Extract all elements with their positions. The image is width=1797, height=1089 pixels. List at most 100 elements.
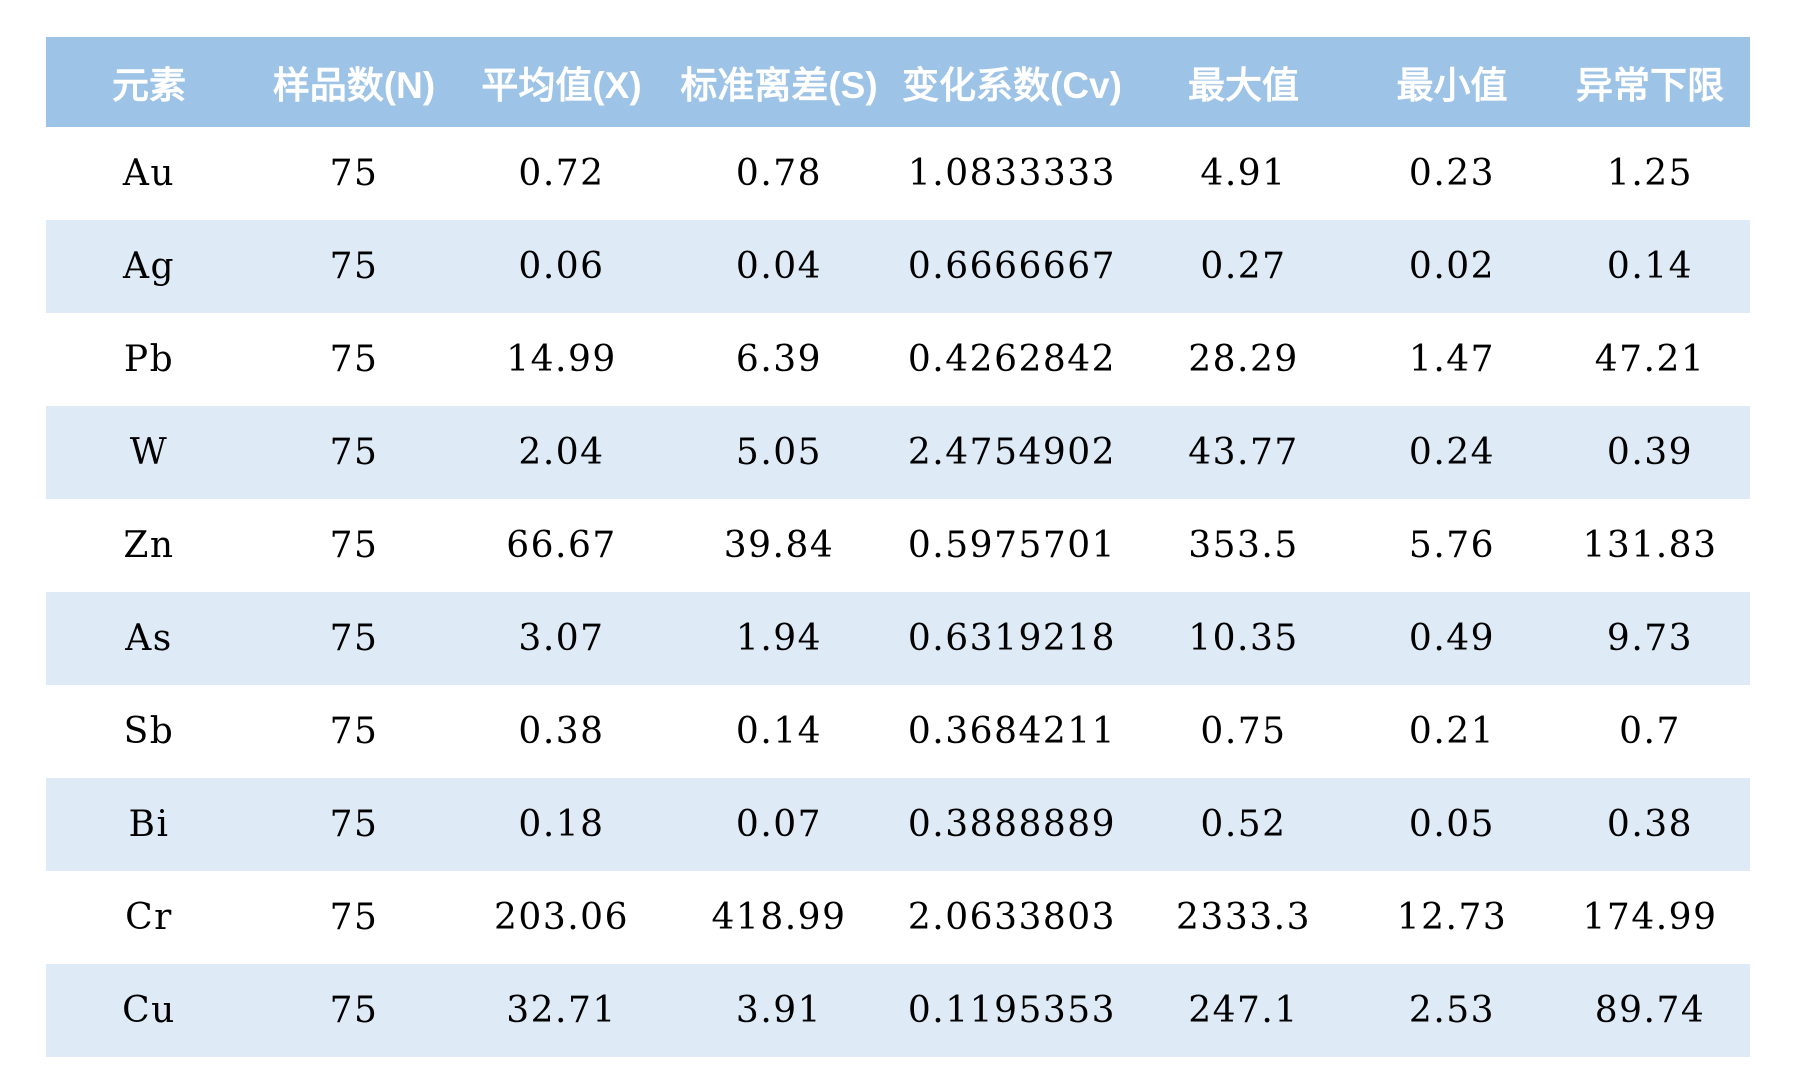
table-row-ag: Ag 75 0.06 0.04 0.6666667 0.27 0.02 0.14 [46,220,1750,313]
table-cell: 2.53 [1354,964,1550,1057]
table-cell: 1.25 [1550,127,1750,220]
col-header-sample-count: 样品数(N) [252,37,456,127]
table-cell: 0.72 [456,127,667,220]
table-cell: 9.73 [1550,592,1750,685]
table-cell: 32.71 [456,964,667,1057]
table-cell: 3.91 [667,964,891,1057]
element-symbol: Pb [46,313,252,406]
table-cell: 0.05 [1354,778,1550,871]
table-cell: 2333.3 [1133,871,1354,964]
table-cell: 0.07 [667,778,891,871]
col-header-coeff-variation: 变化系数(Cv) [891,37,1133,127]
table-cell: 2.4754902 [891,406,1133,499]
table-row-bi: Bi 75 0.18 0.07 0.3888889 0.52 0.05 0.38 [46,778,1750,871]
table-cell: 0.04 [667,220,891,313]
table-cell: 0.27 [1133,220,1354,313]
table-cell: 131.83 [1550,499,1750,592]
element-symbol: Au [46,127,252,220]
col-header-std-deviation: 标准离差(S) [667,37,891,127]
table-cell: 75 [252,499,456,592]
table-cell: 75 [252,871,456,964]
table-cell: 28.29 [1133,313,1354,406]
table-cell: 75 [252,220,456,313]
table-cell: 0.5975701 [891,499,1133,592]
table-cell: 39.84 [667,499,891,592]
table-cell: 89.74 [1550,964,1750,1057]
element-symbol: Ag [46,220,252,313]
table-row-as: As 75 3.07 1.94 0.6319218 10.35 0.49 9.7… [46,592,1750,685]
table-cell: 75 [252,685,456,778]
table-cell: 10.35 [1133,592,1354,685]
table-cell: 247.1 [1133,964,1354,1057]
table-row-cr: Cr 75 203.06 418.99 2.0633803 2333.3 12.… [46,871,1750,964]
table-row-au: Au 75 0.72 0.78 1.0833333 4.91 0.23 1.25 [46,127,1750,220]
table-cell: 75 [252,592,456,685]
col-header-anomaly-lower-limit: 异常下限 [1550,37,1750,127]
table-cell: 0.3684211 [891,685,1133,778]
col-header-min: 最小值 [1354,37,1550,127]
table-cell: 0.21 [1354,685,1550,778]
table-cell: 0.1195353 [891,964,1133,1057]
table-cell: 75 [252,127,456,220]
table-cell: 2.0633803 [891,871,1133,964]
table-cell: 0.06 [456,220,667,313]
table-cell: 5.05 [667,406,891,499]
col-header-mean: 平均值(X) [456,37,667,127]
table-cell: 66.67 [456,499,667,592]
table-cell: 418.99 [667,871,891,964]
element-statistics-table: 元素 样品数(N) 平均值(X) 标准离差(S) 变化系数(Cv) 最大值 最小… [46,37,1750,1057]
table-row-sb: Sb 75 0.38 0.14 0.3684211 0.75 0.21 0.7 [46,685,1750,778]
table-row-zn: Zn 75 66.67 39.84 0.5975701 353.5 5.76 1… [46,499,1750,592]
table-cell: 75 [252,313,456,406]
element-symbol: Bi [46,778,252,871]
table-cell: 47.21 [1550,313,1750,406]
table-cell: 0.4262842 [891,313,1133,406]
table-cell: 3.07 [456,592,667,685]
table-cell: 75 [252,406,456,499]
table-cell: 75 [252,964,456,1057]
element-symbol: Cr [46,871,252,964]
element-symbol: W [46,406,252,499]
table-row-pb: Pb 75 14.99 6.39 0.4262842 28.29 1.47 47… [46,313,1750,406]
table-cell: 0.14 [1550,220,1750,313]
table-cell: 4.91 [1133,127,1354,220]
table-cell: 14.99 [456,313,667,406]
table-cell: 0.14 [667,685,891,778]
table-cell: 0.24 [1354,406,1550,499]
table-cell: 203.06 [456,871,667,964]
table-row-w: W 75 2.04 5.05 2.4754902 43.77 0.24 0.39 [46,406,1750,499]
table-cell: 0.18 [456,778,667,871]
table-cell: 0.49 [1354,592,1550,685]
table-cell: 2.04 [456,406,667,499]
table-cell: 0.3888889 [891,778,1133,871]
table-cell: 1.47 [1354,313,1550,406]
table-cell: 0.78 [667,127,891,220]
col-header-element: 元素 [46,37,252,127]
table-cell: 1.94 [667,592,891,685]
element-symbol: Sb [46,685,252,778]
table-row-cu: Cu 75 32.71 3.91 0.1195353 247.1 2.53 89… [46,964,1750,1057]
table-cell: 43.77 [1133,406,1354,499]
table-cell: 0.52 [1133,778,1354,871]
element-symbol: Cu [46,964,252,1057]
element-symbol: Zn [46,499,252,592]
table-cell: 5.76 [1354,499,1550,592]
table-cell: 0.7 [1550,685,1750,778]
table-cell: 0.6666667 [891,220,1133,313]
table-cell: 0.38 [1550,778,1750,871]
table-cell: 353.5 [1133,499,1354,592]
table-cell: 1.0833333 [891,127,1133,220]
table-cell: 12.73 [1354,871,1550,964]
table-cell: 0.02 [1354,220,1550,313]
table-cell: 0.6319218 [891,592,1133,685]
table-cell: 6.39 [667,313,891,406]
table-cell: 0.23 [1354,127,1550,220]
table-cell: 75 [252,778,456,871]
col-header-max: 最大值 [1133,37,1354,127]
element-symbol: As [46,592,252,685]
table-cell: 0.75 [1133,685,1354,778]
table-cell: 0.38 [456,685,667,778]
header-row: 元素 样品数(N) 平均值(X) 标准离差(S) 变化系数(Cv) 最大值 最小… [46,37,1750,127]
table-cell: 174.99 [1550,871,1750,964]
